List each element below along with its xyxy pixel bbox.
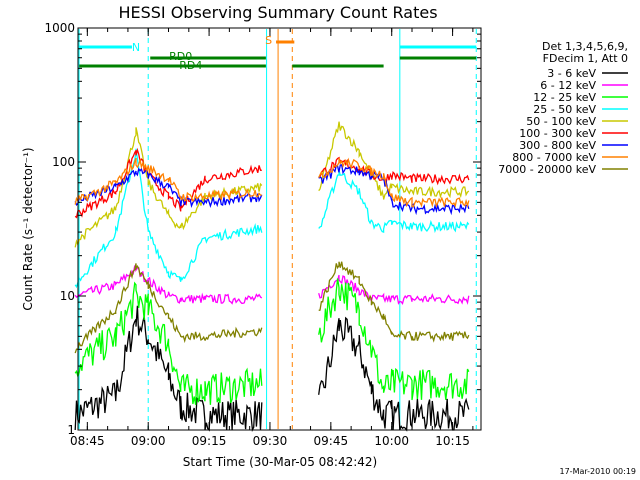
legend-entry-label: 300 - 800 keV [519, 139, 596, 152]
y-tick-label: 100 [52, 155, 75, 169]
footer-timestamp: 17-Mar-2010 00:19 [560, 467, 637, 476]
legend-header: Det 1,3,4,5,6,9, [542, 40, 628, 53]
legend-entry-label: 6 - 12 keV [540, 79, 596, 92]
legend-entry-label: 800 - 7000 keV [512, 151, 596, 164]
annotation-rd0: RD0 [169, 50, 192, 63]
annotation-n: N [132, 41, 140, 54]
series-line [74, 147, 470, 219]
series-line [74, 148, 470, 289]
x-tick-label: 09:00 [131, 434, 166, 448]
series-line [74, 264, 470, 305]
annotation-s: S [265, 34, 272, 47]
legend-entry-label: 25 - 50 keV [533, 103, 596, 116]
x-tick-label: 08:45 [70, 434, 105, 448]
series-line [74, 305, 470, 433]
plot-frame [77, 27, 482, 431]
legend-entry-label: 100 - 300 keV [519, 127, 596, 140]
x-tick-label: 09:30 [253, 434, 288, 448]
legend-header: FDecim 1, Att 0 [543, 52, 628, 65]
x-tick-label: 10:00 [374, 434, 409, 448]
series-line [74, 278, 470, 405]
x-tick-label: 09:15 [192, 434, 227, 448]
y-tick-label: 10 [60, 289, 75, 303]
annotation-rd4: RD4 [179, 59, 202, 72]
x-tick-label: 10:15 [435, 434, 470, 448]
y-axis-label: Count Rate (s⁻¹ detector⁻¹) [21, 147, 35, 310]
legend: Det 1,3,4,5,6,9,FDecim 1, Att 0 3 - 6 keV… [498, 40, 628, 176]
x-tick-label: 09:45 [314, 434, 349, 448]
axes: 08:45 09:00 09:15 09:30 09:45 10:00 10:15 1 10 10… [44, 21, 481, 448]
legend-entry-label: 50 - 100 keV [526, 115, 596, 128]
legend-entry-label: 3 - 6 keV [547, 67, 596, 80]
legend-entry-label: 7000 - 20000 keV [498, 163, 596, 176]
series-line [74, 261, 470, 354]
x-axis-label: Start Time (30-Mar-05 08:42:42) [183, 455, 377, 469]
legend-entry-label: 12 - 25 keV [533, 91, 596, 104]
y-tick-label: 1 [67, 423, 75, 437]
series-line [74, 157, 470, 208]
chart-title: HESSI Observing Summary Count Rates [118, 3, 437, 22]
y-tick-label: 1000 [44, 21, 75, 35]
